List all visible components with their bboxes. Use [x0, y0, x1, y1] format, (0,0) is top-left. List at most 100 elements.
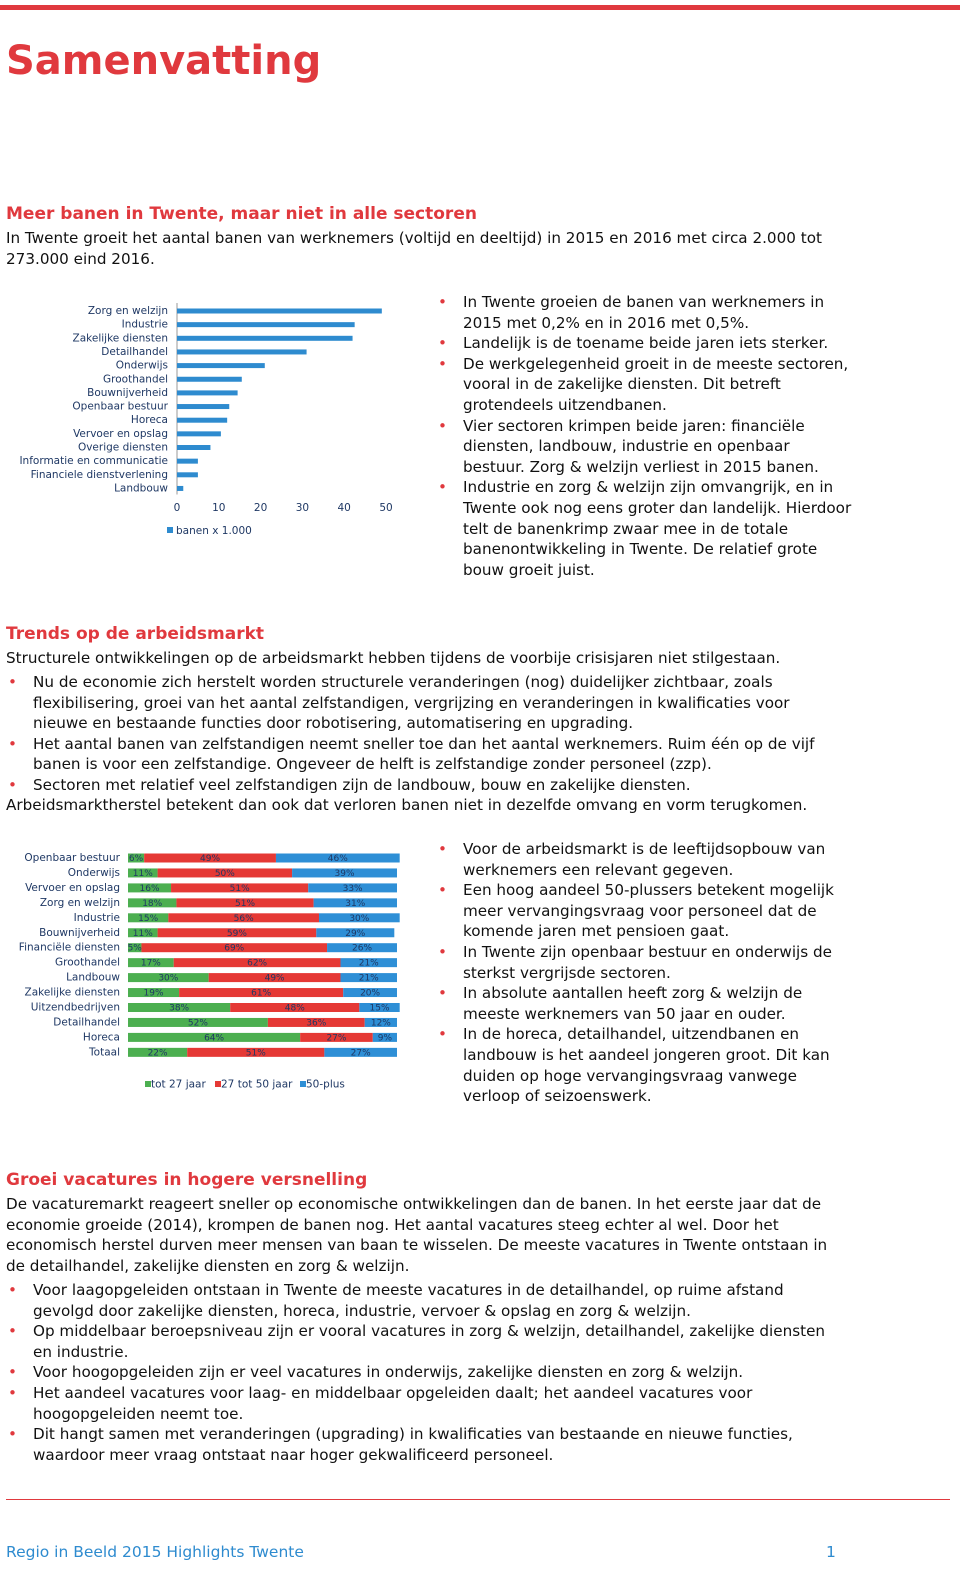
- bullet: In absolute aantallen heeft zorg & welzi…: [436, 983, 856, 1024]
- category-label: Openbaar bestuur: [72, 401, 168, 413]
- value-label: 30%: [158, 974, 178, 984]
- category-label: Openbaar bestuur: [24, 852, 120, 864]
- bullet: Een hoog aandeel 50-plussers betekent mo…: [436, 880, 856, 942]
- bar-segment: [141, 943, 328, 953]
- bar-segment: [168, 913, 319, 923]
- x-tick-label: 0: [174, 502, 181, 514]
- bar-segment: [208, 973, 341, 983]
- bar: [177, 431, 221, 437]
- bullet: In Twente zijn openbaar bestuur en onder…: [436, 942, 856, 983]
- value-label: 52%: [188, 1018, 208, 1028]
- category-label: Groothandel: [55, 957, 120, 969]
- category-label: Zorg en welzijn: [40, 897, 120, 909]
- value-label: 15%: [138, 914, 158, 924]
- category-label: Bouwnijverheid: [87, 387, 168, 399]
- value-label: 26%: [352, 944, 372, 954]
- bar-segment: [144, 853, 276, 863]
- category-label: Onderwijs: [116, 360, 168, 372]
- bullet: Op middelbaar beroepsniveau zijn er voor…: [6, 1321, 836, 1362]
- bar-segment: [275, 853, 400, 863]
- bar-segment: [179, 988, 344, 998]
- bullet: Dit hangt samen met veranderingen (upgra…: [6, 1424, 836, 1465]
- x-tick-label: 10: [212, 502, 225, 514]
- value-label: 6%: [129, 854, 144, 864]
- bar: [177, 485, 184, 491]
- value-label: 17%: [141, 959, 161, 969]
- value-label: 20%: [360, 989, 380, 999]
- bar-segment: [157, 928, 317, 938]
- bar-segment: [128, 943, 142, 953]
- category-label: Industrie: [122, 319, 168, 331]
- x-tick-label: 30: [296, 502, 309, 514]
- bar-segment: [128, 898, 177, 908]
- value-label: 49%: [265, 974, 285, 984]
- bar-segment: [157, 868, 293, 878]
- value-label: 50%: [215, 869, 235, 879]
- bar-segment: [318, 913, 400, 923]
- category-label: Zorg en welzijn: [88, 305, 168, 317]
- value-label: 5%: [128, 944, 143, 954]
- x-tick-label: 40: [338, 502, 351, 514]
- category-label: Detailhandel: [101, 346, 168, 358]
- legend-label: 50-plus: [306, 1079, 345, 1091]
- section-heading: Groei vacatures in hogere versnelling: [6, 1170, 368, 1190]
- value-label: 48%: [285, 1004, 305, 1014]
- bar: [177, 472, 198, 478]
- value-label: 64%: [204, 1033, 224, 1043]
- bar: [177, 376, 242, 382]
- bar-segment: [128, 853, 145, 863]
- page-number: 1: [826, 1543, 836, 1561]
- footer-rule: [6, 1499, 950, 1500]
- bar-segment: [128, 883, 172, 893]
- category-label: Industrie: [74, 912, 120, 924]
- category-label: Landbouw: [66, 972, 120, 984]
- value-label: 22%: [148, 1048, 168, 1058]
- bullet-list: In Twente groeien de banen van werknemer…: [436, 292, 856, 580]
- bullet: Landelijk is de toename beide jaren iets…: [436, 333, 856, 354]
- legend-label: tot 27 jaar: [151, 1079, 206, 1091]
- category-label: Horeca: [131, 414, 168, 426]
- section-closing: Arbeidsmarktherstel betekent dan ook dat…: [6, 796, 808, 814]
- category-label: Detailhandel: [53, 1016, 120, 1028]
- bar-segment: [128, 868, 158, 878]
- page-title: Samenvatting: [6, 38, 322, 84]
- value-label: 61%: [251, 989, 271, 999]
- value-label: 15%: [370, 1004, 390, 1014]
- value-label: 62%: [247, 959, 267, 969]
- category-label: Vervoer en opslag: [73, 428, 168, 440]
- category-label: Financiële diensten: [19, 942, 120, 954]
- value-label: 51%: [246, 1048, 266, 1058]
- category-label: Zakelijke diensten: [25, 987, 120, 999]
- value-label: 59%: [227, 929, 247, 939]
- bar-segment: [128, 988, 180, 998]
- value-label: 56%: [234, 914, 254, 924]
- value-label: 46%: [328, 854, 348, 864]
- value-label: 51%: [235, 899, 255, 909]
- bar-segment: [324, 1047, 397, 1057]
- bullet: Voor laagopgeleiden ontstaan in Twente d…: [6, 1280, 836, 1321]
- bar-segment: [292, 868, 397, 878]
- x-tick-label: 20: [254, 502, 267, 514]
- bullet: Sectoren met relatief veel zelfstandigen…: [6, 775, 836, 796]
- bar: [177, 363, 265, 369]
- value-label: 33%: [343, 884, 363, 894]
- category-label: Totaal: [88, 1046, 120, 1058]
- legend-swatch: [145, 1081, 151, 1087]
- bar-segment: [128, 928, 158, 938]
- bullet-list: Voor de arbeidsmarkt is de leeftijdsopbo…: [436, 839, 856, 1107]
- category-label: Uitzendbedrijven: [31, 1002, 120, 1014]
- bullet-list: Voor laagopgeleiden ontstaan in Twente d…: [6, 1280, 836, 1465]
- bar-segment: [340, 973, 397, 983]
- section-heading: Trends op de arbeidsmarkt: [6, 624, 265, 644]
- bullet: Het aantal banen van zelfstandigen neemt…: [6, 734, 836, 775]
- bullet: In de horeca, detailhandel, uitzendbanen…: [436, 1024, 856, 1106]
- bar-segment: [128, 958, 174, 968]
- bar-segment: [364, 1017, 397, 1027]
- bar-segment: [171, 883, 309, 893]
- stacked-bar-chart: Openbaar bestuur 6% 49% 46% Onderwijs 11% 50% 3…: [19, 852, 400, 1091]
- bar: [177, 445, 211, 450]
- category-label: Onderwijs: [68, 867, 120, 879]
- value-label: 18%: [142, 899, 162, 909]
